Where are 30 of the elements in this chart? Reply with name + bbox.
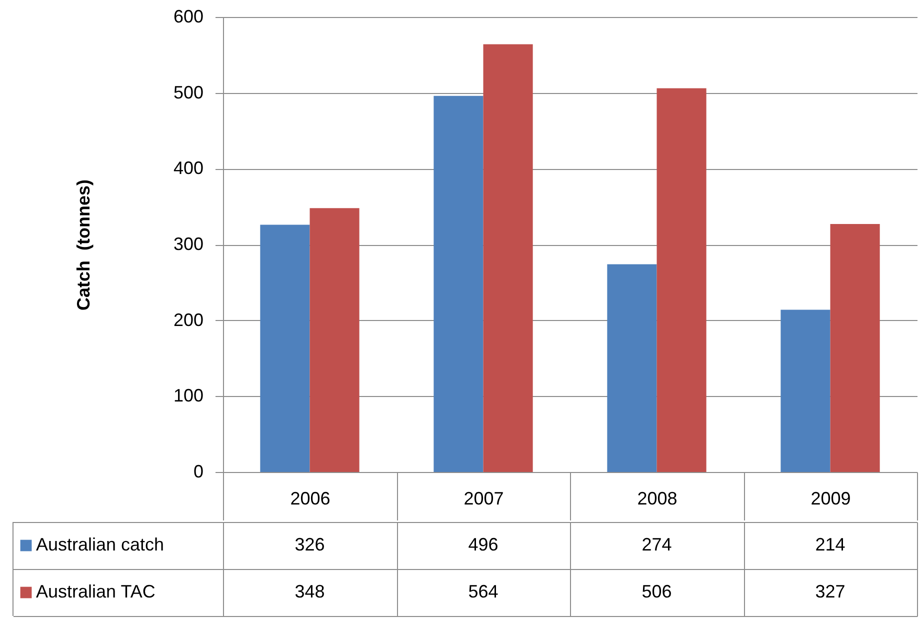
y-tick-label: 500 — [173, 82, 204, 102]
data-label: 214 — [815, 534, 846, 554]
bar — [434, 96, 484, 472]
y-axis-title: Catch (tonnes) — [73, 179, 94, 311]
data-label: 327 — [815, 582, 846, 602]
y-tick-label: 0 — [193, 462, 204, 482]
data-label: 506 — [642, 582, 672, 602]
legend-label: Australian TAC — [36, 582, 156, 602]
x-tick-label: 2008 — [637, 488, 678, 508]
bar — [260, 224, 310, 472]
y-tick-label: 100 — [173, 386, 204, 406]
legend-label: Australian catch — [36, 534, 164, 554]
bar — [830, 224, 880, 472]
bar — [607, 264, 657, 472]
x-tick-label: 2007 — [464, 488, 504, 508]
bar — [780, 310, 830, 472]
y-tick-label: 400 — [173, 158, 204, 178]
data-label: 326 — [294, 534, 325, 554]
data-label: 274 — [642, 534, 672, 554]
data-label: 348 — [294, 582, 325, 602]
y-tick-label: 300 — [173, 234, 204, 254]
bar — [656, 88, 706, 472]
data-label: 496 — [468, 534, 498, 554]
y-tick-label: 600 — [173, 6, 204, 26]
x-tick-label: 2009 — [810, 488, 851, 508]
y-tick-label: 200 — [173, 310, 204, 330]
x-tick-label: 2006 — [290, 488, 330, 508]
bar — [483, 44, 533, 472]
bar — [310, 208, 360, 472]
data-label: 564 — [468, 582, 498, 602]
